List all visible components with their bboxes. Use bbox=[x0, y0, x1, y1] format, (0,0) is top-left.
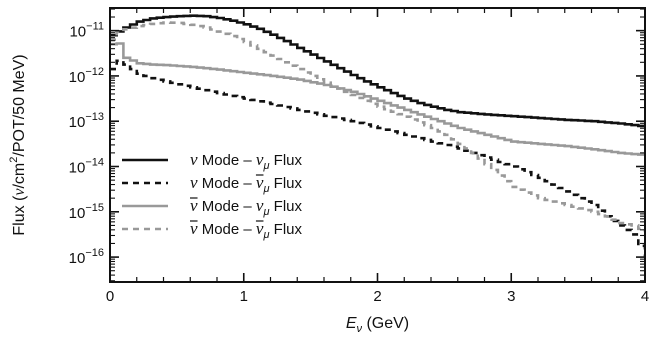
y-axis-label: Flux (ν/cm2/POT/50 MeV) bbox=[8, 54, 28, 235]
y-tick-label: 10−12 bbox=[69, 66, 104, 86]
legend-label-2: ν Mode – νμ Flux bbox=[190, 173, 303, 195]
y-axis: 10−11 10−12 10−13 10−14 10−15 10−16 bbox=[69, 8, 645, 282]
y-tick-label: 10−13 bbox=[69, 111, 104, 131]
legend-label-1: ν Mode – νμ Flux bbox=[190, 150, 303, 172]
series-line-2 bbox=[110, 59, 645, 258]
x-axis-label: Eν (GeV) bbox=[346, 315, 409, 335]
x-axis: 0 1 2 3 4 bbox=[106, 8, 649, 305]
series-line-3 bbox=[110, 42, 645, 156]
x-tick-label-4: 4 bbox=[641, 288, 649, 305]
y-tick-label: 10−11 bbox=[69, 21, 104, 41]
y-tick-label: 10−14 bbox=[69, 157, 104, 177]
series-line-4 bbox=[110, 21, 645, 233]
series-line-1 bbox=[110, 14, 645, 128]
legend-label-3: ν Mode – νμ Flux bbox=[190, 196, 303, 218]
y-tick-label: 10−16 bbox=[69, 247, 104, 267]
x-tick-label-0: 0 bbox=[106, 288, 114, 305]
series-group bbox=[110, 14, 645, 258]
legend-label-4: ν Mode – νμ Flux bbox=[190, 219, 303, 241]
y-tick-label: 10−15 bbox=[69, 202, 104, 222]
x-tick-label-2: 2 bbox=[373, 288, 381, 305]
x-tick-label-1: 1 bbox=[240, 288, 248, 305]
x-tick-label-3: 3 bbox=[507, 288, 515, 305]
